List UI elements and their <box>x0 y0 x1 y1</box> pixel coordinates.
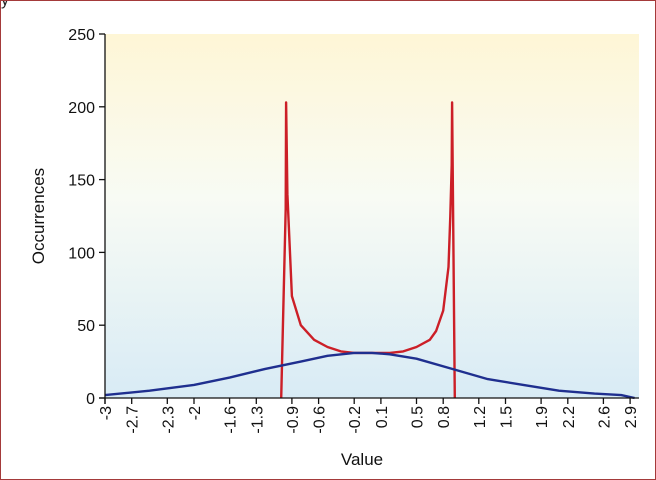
y-tick-label: 0 <box>86 391 95 408</box>
x-tick-label: -0.9 <box>285 406 302 434</box>
y-tick-label: 200 <box>68 100 95 117</box>
x-tick-label: -1.6 <box>223 406 240 434</box>
x-tick-label: -3 <box>98 406 115 420</box>
y-tick-label: 250 <box>68 27 95 44</box>
x-tick-label: 2.6 <box>596 406 613 428</box>
x-tick-label: -1.3 <box>249 406 266 434</box>
x-axis-title: Value <box>341 450 383 469</box>
y-tick-label: 150 <box>68 173 95 190</box>
x-tick-label: 1.9 <box>534 406 551 428</box>
x-tick-label: -2.7 <box>125 406 142 434</box>
top-text-fragment: y <box>1 0 9 9</box>
y-axis-title: Occurrences <box>29 168 48 264</box>
series-layer <box>104 101 635 400</box>
x-tick-label: 1.5 <box>499 406 516 428</box>
x-tick-label: 0.5 <box>410 406 427 428</box>
x-tick-label: -0.2 <box>347 406 364 434</box>
y-tick-label: 50 <box>77 318 95 335</box>
x-tick-label: 2.9 <box>623 406 640 428</box>
x-tick-label: 0.8 <box>436 406 453 428</box>
x-tick-label: 0.1 <box>374 406 391 428</box>
x-tick-label: -0.6 <box>312 406 329 434</box>
x-tick-label: -2 <box>187 406 204 420</box>
axes-layer <box>99 33 639 404</box>
x-tick-label: -2.3 <box>160 406 177 434</box>
y-tick-label: 100 <box>68 245 95 262</box>
plot-area <box>105 34 639 398</box>
x-tick-label: 2.2 <box>561 406 578 428</box>
x-tick-label: 1.2 <box>472 406 489 428</box>
series-line-2 <box>104 351 635 400</box>
